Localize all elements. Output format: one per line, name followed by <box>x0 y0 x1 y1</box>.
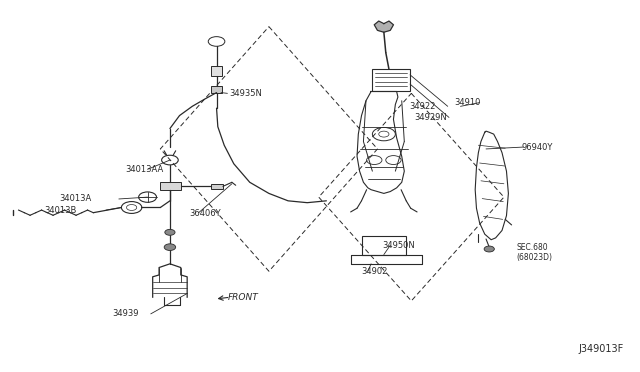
Circle shape <box>484 246 494 252</box>
Text: 34013AA: 34013AA <box>125 165 163 174</box>
Text: 34935N: 34935N <box>229 89 262 98</box>
FancyBboxPatch shape <box>211 86 221 93</box>
Text: 34910: 34910 <box>454 98 481 107</box>
Text: 34922: 34922 <box>410 102 436 111</box>
Circle shape <box>165 230 175 235</box>
Text: FRONT: FRONT <box>227 293 258 302</box>
Circle shape <box>164 244 175 250</box>
Text: SEC.680
(68023D): SEC.680 (68023D) <box>516 243 553 262</box>
Text: 34939: 34939 <box>113 310 139 318</box>
Text: 34929N: 34929N <box>415 113 447 122</box>
Text: J349013F: J349013F <box>579 344 623 354</box>
Text: 34013A: 34013A <box>60 195 92 203</box>
Text: 36406Y: 36406Y <box>189 209 221 218</box>
Text: 34013B: 34013B <box>44 206 77 215</box>
Text: 96940Y: 96940Y <box>521 142 552 151</box>
Text: 34902: 34902 <box>362 267 388 276</box>
Polygon shape <box>374 21 394 32</box>
FancyBboxPatch shape <box>211 184 223 189</box>
Bar <box>362 236 406 254</box>
FancyBboxPatch shape <box>211 65 221 76</box>
Bar <box>372 69 410 92</box>
FancyBboxPatch shape <box>161 182 180 190</box>
Text: 34950N: 34950N <box>383 241 415 250</box>
